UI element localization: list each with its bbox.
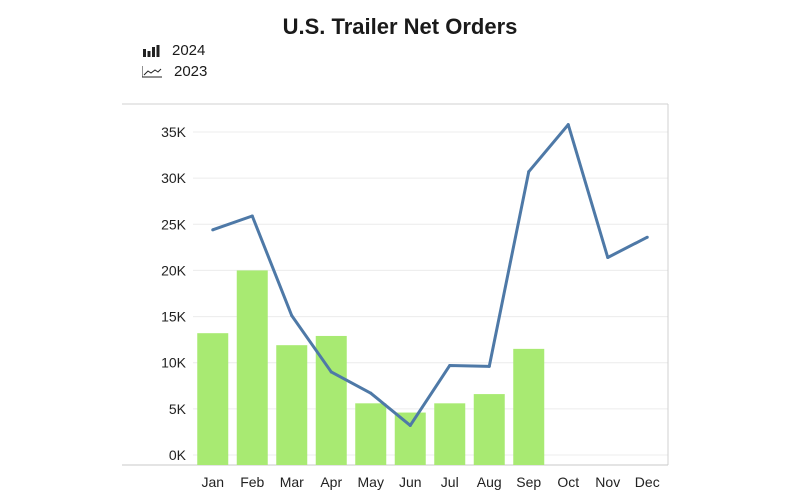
line-2023[interactable] [212,123,648,427]
line-chart-icon [142,65,162,77]
x-tick-label: Sep [516,474,541,490]
x-axis: Jan Feb Mar Apr May Jun Jul Aug Sep Oct Nov Dec [201,474,659,490]
legend-item-2023[interactable]: 2023 [142,61,207,82]
point-2023-nov[interactable] [606,256,610,260]
y-tick-label: 30K [161,170,187,186]
legend-label-2023: 2023 [174,63,208,80]
y-tick-label: 10K [161,355,187,371]
bar-jan[interactable] [197,333,229,465]
bar-feb[interactable] [236,270,268,465]
bar-sep[interactable] [513,348,545,465]
chart-title: U.S. Trailer Net Orders [282,14,518,39]
series-2024-bars [197,270,545,465]
bar-aug[interactable] [473,394,505,465]
bar-mar[interactable] [276,345,308,465]
y-tick-label: 5K [169,401,187,417]
bar-chart-icon [143,44,160,57]
grid-lines [193,131,668,456]
point-2023-jan[interactable] [211,228,215,232]
bar-jul[interactable] [434,403,466,465]
x-tick-label: Nov [595,474,620,490]
x-tick-label: Jun [399,474,422,490]
point-2023-dec[interactable] [645,235,649,239]
y-tick-label: 0K [169,447,187,463]
x-tick-label: Aug [477,474,502,490]
bar-may[interactable] [355,403,387,465]
y-tick-label: 35K [161,124,187,140]
y-axis: 0K 5K 10K 15K 20K 25K 30K 35K [161,124,187,463]
point-2023-may[interactable] [369,391,373,395]
point-2023-apr[interactable] [329,370,333,374]
y-tick-label: 20K [161,262,187,278]
x-tick-label: Mar [280,474,304,490]
x-tick-label: Oct [557,474,579,490]
bar-jun[interactable] [394,412,426,465]
x-tick-label: Apr [320,474,342,490]
y-tick-label: 25K [161,216,187,232]
point-2023-jul[interactable] [448,363,452,367]
point-2023-mar[interactable] [290,314,294,318]
x-tick-label: Feb [240,474,264,490]
legend-item-2024[interactable]: 2024 [142,40,207,61]
point-2023-oct[interactable] [566,123,570,127]
series-2023-line [211,123,649,427]
point-2023-aug[interactable] [487,364,491,368]
x-tick-label: Dec [635,474,660,490]
point-2023-sep[interactable] [527,170,531,174]
x-tick-label: Jan [201,474,224,490]
chart-legend: 2024 2023 [142,40,207,82]
x-tick-label: Jul [441,474,459,490]
legend-label-2024: 2024 [172,42,206,59]
point-2023-jun[interactable] [408,423,412,427]
x-tick-label: May [358,474,384,490]
point-2023-feb[interactable] [250,214,254,218]
y-tick-label: 15K [161,309,187,325]
